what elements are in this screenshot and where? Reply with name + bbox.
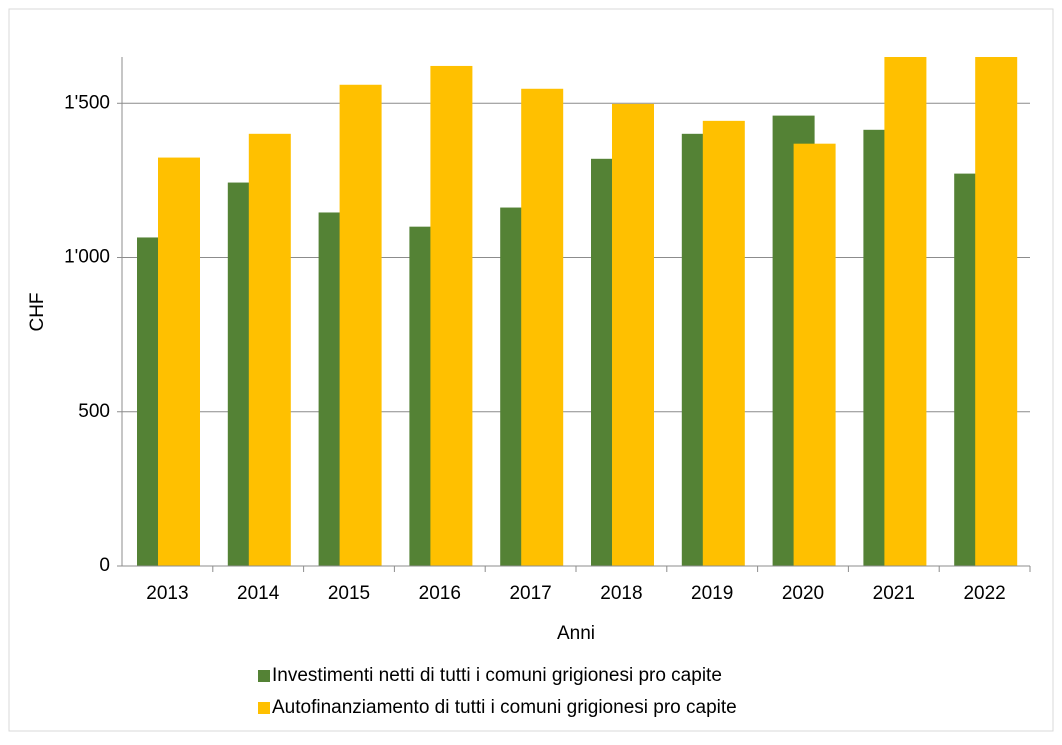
legend-label: Autofinanziamento di tutti i comuni grig… xyxy=(272,697,737,718)
x-tick-label: 2015 xyxy=(328,583,370,604)
x-tick-label: 2022 xyxy=(963,583,1005,604)
x-tick-label: 2016 xyxy=(419,583,461,604)
x-tick-label: 2021 xyxy=(873,583,915,604)
y-tick-label: 1'000 xyxy=(64,247,110,268)
bar xyxy=(702,120,745,567)
legend-swatch xyxy=(258,670,270,682)
x-tick-label: 2020 xyxy=(782,583,824,604)
y-axis-label: CHF xyxy=(27,292,48,331)
bar xyxy=(884,57,927,566)
bar xyxy=(793,143,836,566)
y-tick-label: 0 xyxy=(99,555,110,576)
x-tick-label: 2019 xyxy=(691,583,733,604)
bar xyxy=(521,88,564,567)
bar xyxy=(975,57,1018,566)
bar xyxy=(612,103,654,566)
bar xyxy=(339,84,382,566)
x-tick-label: 2013 xyxy=(146,583,188,604)
legend-swatch xyxy=(258,702,270,714)
bar xyxy=(248,133,291,566)
y-tick-label: 1'500 xyxy=(64,92,110,113)
legend-label: Investimenti netti di tutti i comuni gri… xyxy=(272,665,722,686)
x-tick-label: 2014 xyxy=(237,583,280,604)
y-tick-label: 500 xyxy=(78,401,110,422)
x-tick-label: 2017 xyxy=(509,583,551,604)
bar xyxy=(430,65,473,567)
x-tick-label: 2018 xyxy=(600,583,642,604)
bar xyxy=(158,157,200,567)
x-axis-label: Anni xyxy=(557,623,595,644)
